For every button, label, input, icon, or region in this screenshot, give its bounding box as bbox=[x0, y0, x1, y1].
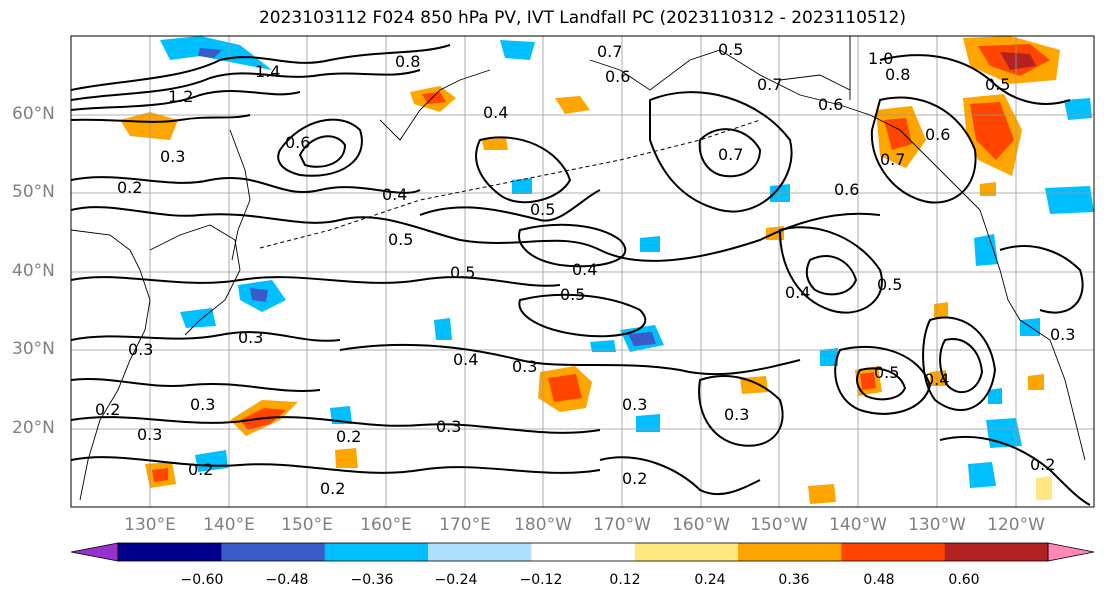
lon-label: 150°E bbox=[281, 515, 333, 535]
lon-label: 170°W bbox=[593, 515, 651, 535]
contour-label: 0.2 bbox=[622, 469, 647, 488]
contour-label: 0.4 bbox=[382, 185, 407, 204]
contour-label: 0.8 bbox=[395, 52, 420, 71]
colorbar-bin bbox=[428, 543, 532, 561]
contour-label: 0.3 bbox=[160, 147, 185, 166]
contour-label: 0.6 bbox=[925, 125, 950, 144]
contour-label: 0.3 bbox=[512, 357, 537, 376]
contour-label: 0.2 bbox=[117, 178, 142, 197]
contour-label: 0.5 bbox=[560, 285, 585, 304]
colorbar-tick-label: 0.48 bbox=[863, 572, 895, 588]
contour-label: 0.3 bbox=[190, 395, 215, 414]
contour-label: 0.5 bbox=[530, 200, 555, 219]
contour-label: 0.6 bbox=[285, 133, 310, 152]
colorbar-tick-label: 0.36 bbox=[778, 572, 810, 588]
lat-label: 30°N bbox=[12, 339, 55, 359]
contour-label: 0.5 bbox=[985, 75, 1010, 94]
contour-label: 0.6 bbox=[818, 95, 843, 114]
contour-label: 0.8 bbox=[885, 65, 910, 84]
colorbar-bin bbox=[634, 543, 739, 561]
contour-label: 0.3 bbox=[128, 340, 153, 359]
colorbar-tick-label: −0.48 bbox=[265, 572, 309, 588]
contour-label: 0.3 bbox=[622, 395, 647, 414]
lon-label: 180°W bbox=[514, 515, 572, 535]
colorbar-bin bbox=[531, 543, 636, 561]
colorbar-tick-label: 0.60 bbox=[948, 572, 980, 588]
contour-label: 0.2 bbox=[188, 460, 213, 479]
contour-label: 0.4 bbox=[785, 283, 810, 302]
boundary-line bbox=[259, 119, 761, 249]
lon-label: 120°W bbox=[987, 515, 1045, 535]
contour-label: 0.3 bbox=[724, 405, 749, 424]
colorbar-bin bbox=[118, 543, 222, 561]
colorbar-tick-label: −0.60 bbox=[180, 572, 224, 588]
colorbar-bin bbox=[324, 543, 429, 561]
lon-label: 140°E bbox=[203, 515, 255, 535]
contour-label: 0.2 bbox=[336, 427, 361, 446]
colorbar-tick-label: 0.24 bbox=[694, 572, 726, 588]
contour-label: 1.4 bbox=[255, 62, 280, 81]
contour-label: 0.5 bbox=[877, 275, 902, 294]
contour-labels: 0.8 0.7 0.5 0.4 0.6 1.4 1.2 0.7 0.3 0.2 … bbox=[95, 40, 1075, 498]
contour-label: 0.3 bbox=[137, 425, 162, 444]
contour-label: 0.5 bbox=[450, 263, 475, 282]
colorbar-bin bbox=[944, 543, 1049, 561]
lon-label: 170°E bbox=[439, 515, 491, 535]
colorbar-bin bbox=[738, 543, 842, 561]
contour-label: 0.7 bbox=[880, 150, 905, 169]
lat-label: 60°N bbox=[12, 104, 55, 124]
lon-label: 130°W bbox=[908, 515, 966, 535]
contour-label: 1.0 bbox=[868, 49, 893, 68]
colorbar-tick-label: −0.36 bbox=[350, 572, 394, 588]
colorbar-extend-high bbox=[1047, 542, 1095, 562]
lat-label: 20°N bbox=[12, 418, 55, 438]
contour-label: 0.7 bbox=[597, 42, 622, 61]
contour-label: 0.4 bbox=[572, 260, 597, 279]
map-frame bbox=[70, 35, 1095, 508]
lon-label: 140°W bbox=[829, 515, 887, 535]
contour-label: 0.5 bbox=[718, 40, 743, 59]
colorbar-frame bbox=[117, 542, 1049, 562]
contour-label: 0.6 bbox=[834, 180, 859, 199]
contour-label: 0.2 bbox=[320, 479, 345, 498]
contour-label: 0.4 bbox=[483, 103, 508, 122]
colorbar-bin bbox=[221, 543, 326, 561]
colorbar bbox=[70, 542, 1095, 562]
contour-label: 0.5 bbox=[874, 363, 899, 382]
contour-label: 1.2 bbox=[168, 87, 193, 106]
contour-label: 0.7 bbox=[718, 145, 743, 164]
colorbar-tick-label: 0.12 bbox=[609, 572, 641, 588]
pv-contours bbox=[71, 44, 1091, 506]
contour-label: 0.4 bbox=[924, 370, 949, 389]
lat-label: 40°N bbox=[12, 261, 55, 281]
colorbar-tick-label: −0.12 bbox=[519, 572, 563, 588]
contour-label: 0.4 bbox=[453, 350, 478, 369]
contour-label: 0.6 bbox=[605, 67, 630, 86]
contour-label: 0.3 bbox=[1050, 325, 1075, 344]
lon-label: 130°E bbox=[124, 515, 176, 535]
lon-label: 160°W bbox=[672, 515, 730, 535]
lat-label: 50°N bbox=[12, 182, 55, 202]
pv-shading bbox=[120, 36, 1094, 504]
lon-label: 160°E bbox=[360, 515, 412, 535]
coastlines bbox=[71, 36, 1086, 501]
contour-label: 0.3 bbox=[436, 417, 461, 436]
map-title: 2023103112 F024 850 hPa PV, IVT Landfall… bbox=[258, 8, 906, 28]
contour-label: 0.2 bbox=[95, 400, 120, 419]
contour-label: 0.5 bbox=[388, 230, 413, 249]
contour-label: 0.3 bbox=[238, 328, 263, 347]
lon-label: 150°W bbox=[750, 515, 808, 535]
colorbar-extend-low bbox=[70, 542, 119, 562]
colorbar-tick-label: −0.24 bbox=[434, 572, 478, 588]
contour-label: 0.2 bbox=[1030, 455, 1055, 474]
colorbar-bin bbox=[841, 543, 946, 561]
contour-label: 0.7 bbox=[757, 75, 782, 94]
